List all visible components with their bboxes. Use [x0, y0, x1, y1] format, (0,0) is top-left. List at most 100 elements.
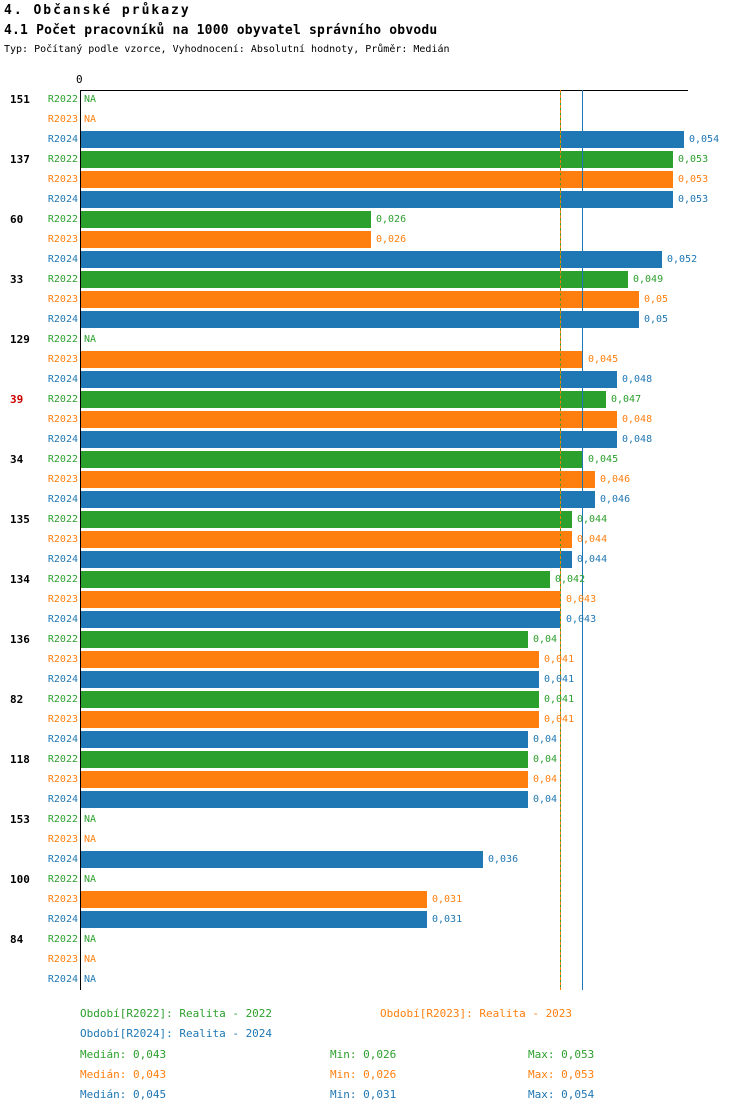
- series-label: R2023: [47, 654, 78, 665]
- bar: [81, 891, 427, 908]
- bar-value-label: 0,05: [644, 314, 669, 325]
- stat-min-R2022: Min: 0,026: [330, 1048, 397, 1061]
- bar-value-label: 0,044: [577, 514, 608, 525]
- bar: [81, 691, 539, 708]
- series-label: R2024: [47, 314, 78, 325]
- series-label: R2023: [47, 714, 78, 725]
- median-line-R2023: [560, 90, 561, 990]
- series-label: R2023: [47, 834, 78, 845]
- series-label: R2023: [47, 114, 78, 125]
- stat-max-R2022: Max: 0,053: [528, 1048, 595, 1061]
- series-label: R2022: [47, 574, 78, 585]
- chart-title: 4.1 Počet pracovníků na 1000 obyvatel sp…: [4, 23, 438, 38]
- category-label-151: 151: [10, 93, 30, 106]
- bar-value-label: 0,04: [533, 774, 558, 785]
- bar: [81, 651, 539, 668]
- series-label: R2022: [47, 154, 78, 165]
- axis-origin-label: 0: [76, 73, 83, 86]
- bar-value-label: 0,048: [622, 374, 653, 385]
- bar: [81, 151, 673, 168]
- bar-value-label: NA: [84, 874, 97, 885]
- bar: [81, 311, 639, 328]
- bar: [81, 431, 617, 448]
- series-label: R2022: [47, 394, 78, 405]
- series-label: R2024: [47, 554, 78, 565]
- bar: [81, 771, 528, 788]
- bar-value-label: 0,043: [566, 614, 597, 625]
- bar-value-label: 0,044: [577, 554, 608, 565]
- stat-max-R2023: Max: 0,053: [528, 1068, 595, 1081]
- bar: [81, 531, 572, 548]
- bar: [81, 211, 371, 228]
- series-label: R2023: [47, 234, 78, 245]
- bar-value-label: 0,04: [533, 634, 558, 645]
- category-label-135: 135: [10, 513, 30, 526]
- bar: [81, 571, 550, 588]
- category-label-82: 82: [10, 693, 24, 706]
- bar: [81, 191, 673, 208]
- series-label: R2023: [47, 174, 78, 185]
- bar: [81, 251, 662, 268]
- bar-value-label: 0,053: [678, 154, 709, 165]
- bar-value-label: 0,026: [376, 234, 407, 245]
- stat-median-R2024: Medián: 0,045: [80, 1088, 167, 1101]
- stat-median-R2022: Medián: 0,043: [80, 1048, 167, 1061]
- stat-median-R2023: Medián: 0,043: [80, 1068, 167, 1081]
- series-label: R2024: [47, 494, 78, 505]
- bar-value-label: 0,046: [600, 474, 631, 485]
- series-label: R2022: [47, 94, 78, 105]
- bar: [81, 631, 528, 648]
- category-label-137: 137: [10, 153, 30, 166]
- bar-value-label: 0,05: [644, 294, 669, 305]
- category-label-60: 60: [10, 213, 24, 226]
- series-label: R2024: [47, 614, 78, 625]
- category-label-118: 118: [10, 753, 30, 766]
- bar-value-label: 0,04: [533, 734, 558, 745]
- series-label: R2022: [47, 814, 78, 825]
- series-label: R2024: [47, 854, 78, 865]
- bar: [81, 371, 617, 388]
- bar: [81, 391, 606, 408]
- bar-value-label: 0,049: [633, 274, 664, 285]
- bar-value-label: 0,053: [678, 174, 709, 185]
- series-label: R2024: [47, 434, 78, 445]
- bar-value-label: 0,048: [622, 414, 653, 425]
- series-label: R2022: [47, 334, 78, 345]
- bar-value-label: 0,041: [544, 694, 575, 705]
- category-label-33: 33: [10, 273, 24, 286]
- bar-value-label: NA: [84, 114, 97, 125]
- series-label: R2024: [47, 254, 78, 265]
- series-label: R2022: [47, 214, 78, 225]
- bar-value-label: 0,052: [667, 254, 698, 265]
- series-label: R2024: [47, 194, 78, 205]
- bar: [81, 611, 561, 628]
- category-label-153: 153: [10, 813, 30, 826]
- category-label-136: 136: [10, 633, 30, 646]
- series-label: R2023: [47, 294, 78, 305]
- category-label-129: 129: [10, 333, 30, 346]
- series-label: R2024: [47, 674, 78, 685]
- bar-value-label: NA: [84, 954, 97, 965]
- series-label: R2022: [47, 694, 78, 705]
- series-label: R2023: [47, 534, 78, 545]
- bar-value-label: 0,044: [577, 534, 608, 545]
- stat-min-R2024: Min: 0,031: [330, 1088, 397, 1101]
- series-label: R2023: [47, 354, 78, 365]
- bar-value-label: 0,041: [544, 654, 575, 665]
- bar: [81, 551, 572, 568]
- bar-value-label: 0,031: [432, 914, 463, 925]
- bar: [81, 411, 617, 428]
- series-label: R2023: [47, 474, 78, 485]
- bar: [81, 591, 561, 608]
- bar-value-label: 0,04: [533, 754, 558, 765]
- bar-value-label: 0,026: [376, 214, 407, 225]
- chart-meta: Typ: Počítaný podle vzorce, Vyhodnocení:…: [4, 44, 450, 55]
- series-label: R2022: [47, 634, 78, 645]
- bar-value-label: 0,031: [432, 894, 463, 905]
- category-label-39: 39: [10, 393, 24, 406]
- bar: [81, 171, 673, 188]
- bar-value-label: 0,041: [544, 674, 575, 685]
- bar: [81, 491, 595, 508]
- bar: [81, 791, 528, 808]
